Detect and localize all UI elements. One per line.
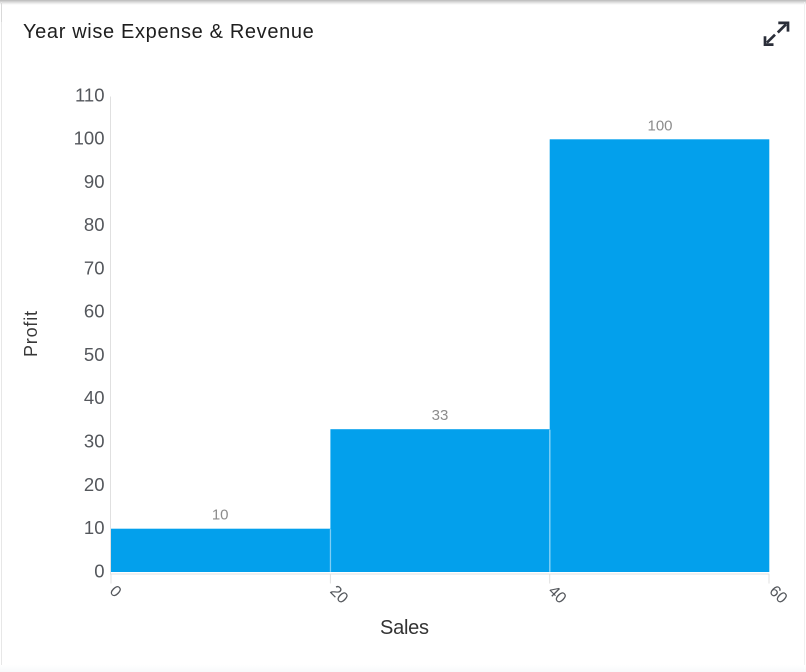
svg-text:60: 60	[84, 301, 105, 322]
svg-text:80: 80	[84, 214, 105, 235]
svg-text:0: 0	[106, 583, 124, 601]
svg-text:100: 100	[74, 128, 105, 149]
svg-text:110: 110	[75, 84, 105, 105]
svg-text:40: 40	[545, 583, 570, 608]
svg-text:33: 33	[432, 407, 449, 424]
svg-text:0: 0	[94, 560, 104, 581]
svg-text:20: 20	[326, 583, 351, 608]
svg-text:10: 10	[212, 507, 229, 524]
svg-text:Year wise Expense & Revenue: Year wise Expense & Revenue	[23, 21, 314, 43]
svg-text:90: 90	[84, 171, 105, 192]
svg-text:40: 40	[84, 387, 105, 408]
svg-text:Profit: Profit	[21, 310, 41, 357]
svg-text:30: 30	[84, 431, 105, 452]
svg-text:50: 50	[84, 344, 105, 365]
svg-text:Sales: Sales	[380, 617, 429, 639]
svg-text:60: 60	[766, 583, 791, 608]
svg-text:20: 20	[84, 474, 105, 495]
svg-text:70: 70	[84, 257, 105, 278]
svg-text:10: 10	[84, 517, 105, 538]
svg-text:100: 100	[647, 117, 672, 134]
